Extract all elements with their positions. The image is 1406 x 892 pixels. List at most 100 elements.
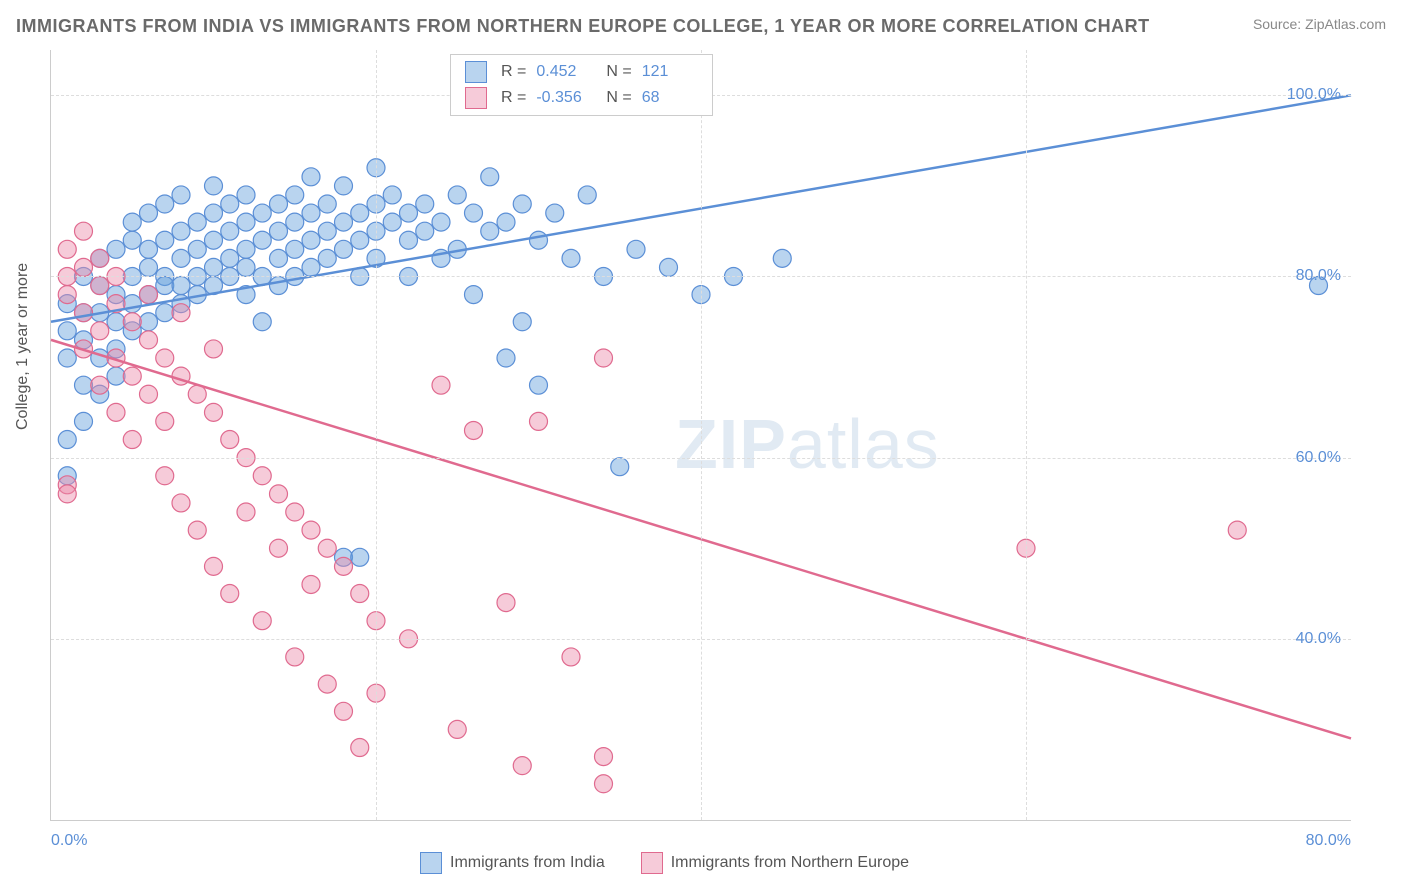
scatter-point: [172, 249, 190, 267]
scatter-point: [481, 168, 499, 186]
y-tick-label: 100.0%: [1287, 86, 1341, 104]
scatter-point: [156, 277, 174, 295]
scatter-point: [140, 331, 158, 349]
scatter-point: [302, 168, 320, 186]
scatter-point: [253, 467, 271, 485]
scatter-point: [513, 313, 531, 331]
scatter-point: [383, 213, 401, 231]
scatter-point: [302, 521, 320, 539]
scatter-point: [123, 431, 141, 449]
x-tick-label: 80.0%: [1306, 832, 1351, 850]
scatter-point: [546, 204, 564, 222]
scatter-point: [611, 458, 629, 476]
scatter-point: [530, 412, 548, 430]
scatter-point: [400, 204, 418, 222]
scatter-point: [351, 231, 369, 249]
scatter-point: [578, 186, 596, 204]
scatter-point: [188, 213, 206, 231]
scatter-point: [497, 349, 515, 367]
scatter-point: [465, 286, 483, 304]
scatter-point: [562, 648, 580, 666]
scatter-point: [205, 340, 223, 358]
scatter-point: [205, 204, 223, 222]
scatter-point: [448, 186, 466, 204]
scatter-point: [221, 249, 239, 267]
scatter-point: [253, 612, 271, 630]
scatter-point: [562, 249, 580, 267]
stats-legend-row: R = 0.452 N = 121: [451, 59, 712, 85]
scatter-point: [107, 367, 125, 385]
scatter-point: [286, 648, 304, 666]
scatter-point: [123, 231, 141, 249]
scatter-point: [416, 222, 434, 240]
legend-item: Immigrants from Northern Europe: [641, 852, 909, 874]
grid-line-vertical: [1026, 50, 1027, 820]
scatter-point: [627, 240, 645, 258]
scatter-point: [595, 775, 613, 793]
scatter-point: [140, 240, 158, 258]
scatter-point: [286, 213, 304, 231]
scatter-point: [335, 240, 353, 258]
n-value: 121: [642, 63, 698, 81]
y-tick-label: 60.0%: [1296, 449, 1341, 467]
scatter-point: [253, 231, 271, 249]
legend-swatch-pink: [465, 87, 487, 109]
y-axis-label: College, 1 year or more: [14, 263, 32, 430]
scatter-point: [205, 557, 223, 575]
scatter-point: [513, 757, 531, 775]
scatter-point: [595, 349, 613, 367]
scatter-point: [221, 585, 239, 603]
scatter-point: [107, 403, 125, 421]
scatter-point: [123, 213, 141, 231]
stats-legend-row: R = -0.356 N = 68: [451, 85, 712, 111]
scatter-point: [270, 539, 288, 557]
scatter-point: [156, 195, 174, 213]
scatter-point: [205, 403, 223, 421]
scatter-point: [140, 385, 158, 403]
scatter-point: [253, 313, 271, 331]
scatter-point: [270, 249, 288, 267]
legend-item: Immigrants from India: [420, 852, 605, 874]
scatter-point: [172, 494, 190, 512]
scatter-point: [432, 376, 450, 394]
scatter-point: [188, 521, 206, 539]
scatter-point: [318, 195, 336, 213]
r-label: R =: [501, 89, 526, 107]
scatter-point: [188, 240, 206, 258]
series-legend: Immigrants from India Immigrants from No…: [420, 852, 909, 874]
scatter-point: [448, 720, 466, 738]
scatter-point: [530, 376, 548, 394]
scatter-point: [58, 431, 76, 449]
r-label: R =: [501, 63, 526, 81]
scatter-point: [75, 412, 93, 430]
scatter-point: [91, 322, 109, 340]
n-label: N =: [606, 89, 631, 107]
scatter-point: [432, 213, 450, 231]
scatter-point: [107, 313, 125, 331]
scatter-point: [773, 249, 791, 267]
scatter-point: [75, 304, 93, 322]
y-tick-label: 80.0%: [1296, 267, 1341, 285]
scatter-point: [302, 204, 320, 222]
scatter-point: [335, 177, 353, 195]
scatter-point: [595, 748, 613, 766]
scatter-point: [123, 313, 141, 331]
scatter-point: [58, 485, 76, 503]
scatter-point: [302, 575, 320, 593]
scatter-point: [497, 213, 515, 231]
scatter-point: [318, 222, 336, 240]
scatter-point: [270, 277, 288, 295]
scatter-point: [1228, 521, 1246, 539]
scatter-point: [58, 240, 76, 258]
grid-line-vertical: [376, 50, 377, 820]
scatter-point: [237, 213, 255, 231]
scatter-point: [172, 277, 190, 295]
scatter-point: [91, 277, 109, 295]
scatter-point: [302, 231, 320, 249]
legend-swatch-blue: [420, 852, 442, 874]
scatter-point: [335, 557, 353, 575]
scatter-point: [335, 702, 353, 720]
scatter-point: [253, 204, 271, 222]
scatter-point: [140, 286, 158, 304]
scatter-point: [416, 195, 434, 213]
